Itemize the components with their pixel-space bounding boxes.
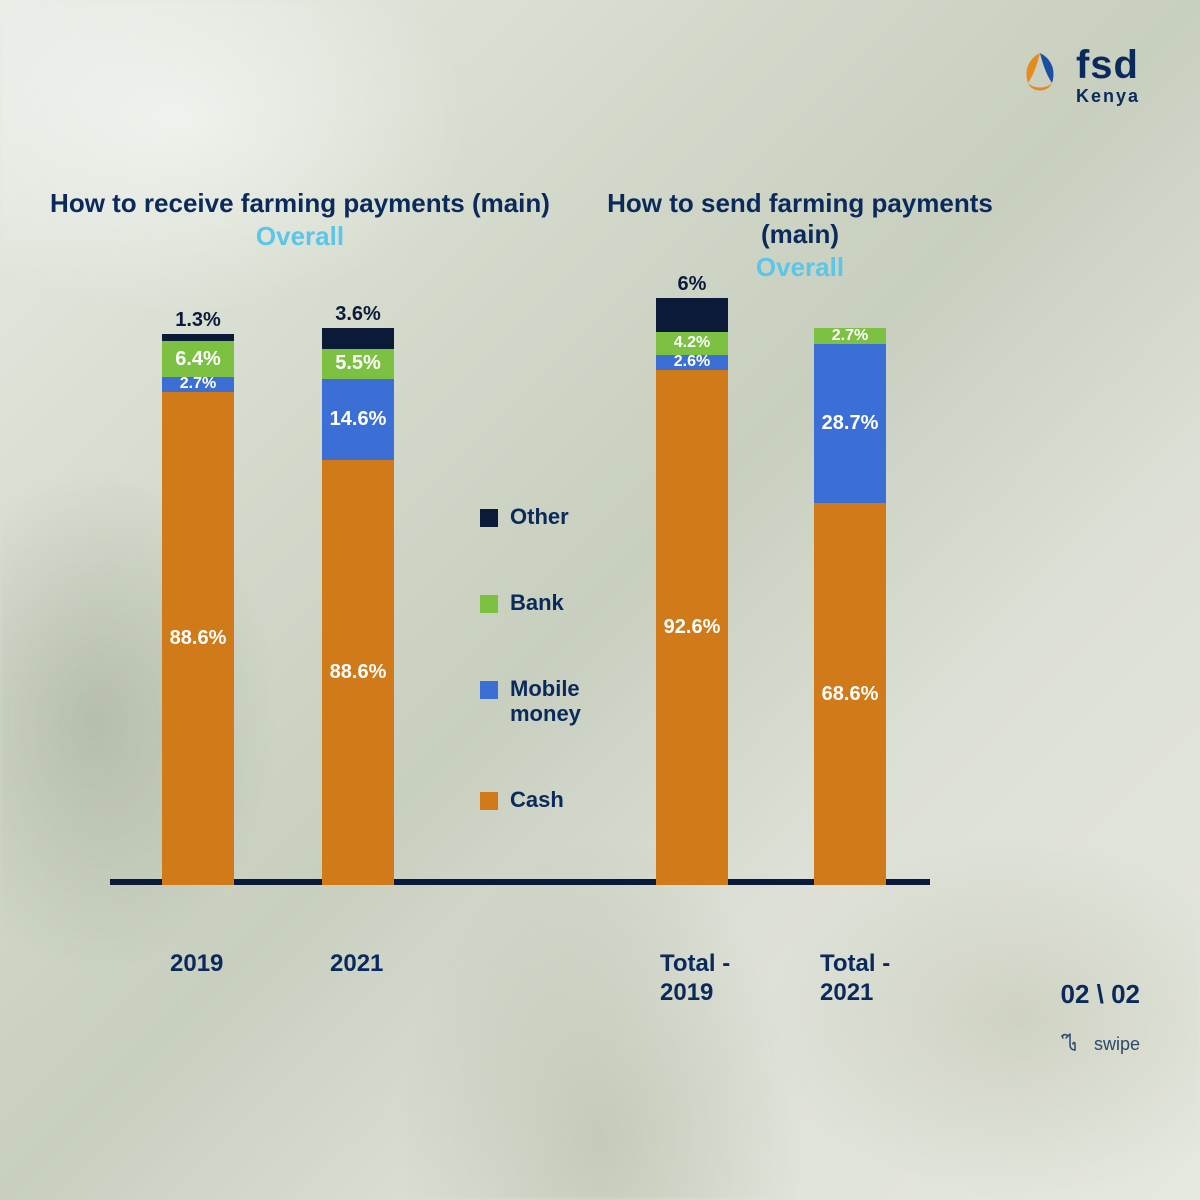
stacked-bar: 68.6% 28.7% 2.7% — [814, 328, 886, 885]
segment-value-label: 14.6% — [330, 408, 387, 431]
logo-text-top: fsd — [1076, 45, 1140, 85]
chart-title-group: How to receive farming payments (main)Ov… — [50, 188, 550, 252]
chart-subtitle: Overall — [50, 221, 550, 252]
stacked-bar: 88.6% 14.6% 5.5% 3.6% — [322, 328, 394, 885]
x-axis-label: 2019 — [170, 950, 223, 979]
legend-item: Other — [480, 505, 610, 529]
bar-segment-other: 6% — [656, 298, 728, 331]
chart-title: How to receive farming payments (main) — [50, 188, 550, 219]
bar-segment-mobile: 28.7% — [814, 344, 886, 504]
segment-value-label: 6% — [678, 273, 707, 296]
segment-value-label: 2.7% — [180, 375, 216, 393]
legend: Other Bank Mobile money Cash — [480, 505, 610, 812]
legend-swatch — [480, 509, 498, 527]
x-axis-label: Total - 2021 — [820, 950, 940, 1008]
swipe-icon — [1058, 1029, 1084, 1060]
bar-segment-cash: 88.6% — [322, 460, 394, 885]
brand-logo: fsd Kenya — [1014, 45, 1140, 105]
page-number: 02 \ 02 — [1060, 979, 1140, 1010]
bar-segment-bank: 4.2% — [656, 332, 728, 355]
bar-segment-cash: 68.6% — [814, 503, 886, 885]
logo-mark-icon — [1014, 49, 1066, 101]
bar-segment-bank: 6.4% — [162, 341, 234, 377]
segment-value-label: 3.6% — [335, 303, 381, 326]
legend-label: Bank — [510, 591, 564, 615]
legend-item: Bank — [480, 591, 610, 615]
legend-label: Other — [510, 505, 569, 529]
x-axis-label: 2021 — [330, 950, 383, 979]
bar-segment-mobile: 2.7% — [162, 377, 234, 392]
legend-swatch — [480, 681, 498, 699]
logo-text-bottom: Kenya — [1076, 87, 1140, 105]
chart-title-group: How to send farming payments (main)Overa… — [580, 188, 1020, 283]
segment-value-label: 88.6% — [330, 661, 387, 684]
bar-segment-other: 1.3% — [162, 334, 234, 341]
swipe-label: swipe — [1094, 1034, 1140, 1055]
bar-segment-other: 3.6% — [322, 328, 394, 348]
segment-value-label: 2.7% — [832, 327, 868, 345]
swipe-hint: swipe — [1058, 1029, 1140, 1060]
stacked-bar: 92.6% 2.6%4.2% 6% — [656, 298, 728, 885]
bar-segment-bank: 5.5% — [322, 349, 394, 380]
legend-item: Cash — [480, 788, 610, 812]
legend-label: Mobile money — [510, 677, 610, 725]
stacked-bar: 88.6% 2.7% 6.4% 1.3% — [162, 334, 234, 885]
segment-value-label: 28.7% — [822, 412, 879, 435]
legend-item: Mobile money — [480, 677, 610, 725]
legend-label: Cash — [510, 788, 564, 812]
segment-value-label: 1.3% — [175, 309, 221, 332]
bar-segment-cash: 88.6% — [162, 392, 234, 885]
segment-value-label: 92.6% — [664, 616, 721, 639]
bar-segment-cash: 92.6% — [656, 370, 728, 885]
chart-subtitle: Overall — [580, 252, 1020, 283]
legend-swatch — [480, 792, 498, 810]
legend-swatch — [480, 595, 498, 613]
segment-value-label: 6.4% — [175, 348, 221, 371]
segment-value-label: 2.6% — [674, 353, 710, 371]
bar-segment-mobile: 14.6% — [322, 379, 394, 460]
segment-value-label: 5.5% — [335, 352, 381, 375]
segment-value-label: 4.2% — [674, 334, 710, 352]
segment-value-label: 68.6% — [822, 683, 879, 706]
chart-title: How to send farming payments (main) — [580, 188, 1020, 250]
bar-segment-mobile: 2.6% — [656, 355, 728, 369]
segment-value-label: 88.6% — [170, 627, 227, 650]
bar-segment-bank: 2.7% — [814, 328, 886, 343]
x-axis-label: Total - 2019 — [660, 950, 780, 1008]
